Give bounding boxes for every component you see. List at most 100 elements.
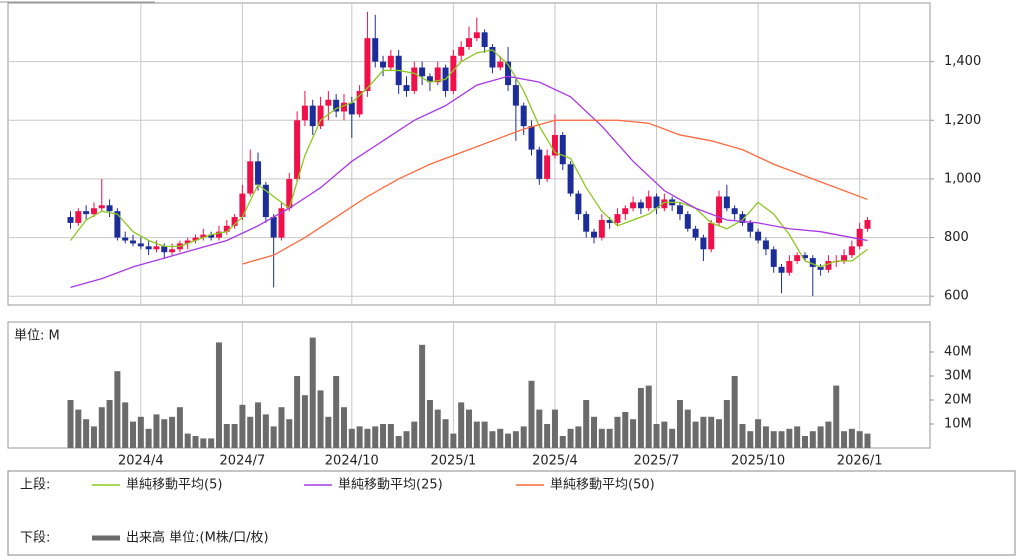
volume-bar [106, 400, 113, 448]
candle-body [700, 237, 707, 250]
y-tick-label: 10M [944, 417, 972, 432]
candle-body [466, 38, 472, 47]
y-tick-label: 600 [944, 289, 969, 304]
volume-bar [223, 424, 230, 448]
candle-body [551, 134, 558, 156]
volume-bar [90, 426, 97, 448]
candle-body [614, 214, 621, 223]
volume-bar [208, 438, 215, 448]
candle-body [387, 55, 394, 68]
legend-label: 下段: [20, 531, 50, 546]
legend-text: 単純移動平均(50) [550, 477, 655, 493]
y-tick-label: 20M [944, 393, 972, 408]
candle-body [559, 134, 566, 165]
volume-bar [692, 421, 699, 448]
volume-bar [653, 424, 660, 448]
candle-body [676, 205, 683, 215]
candle-body [231, 217, 238, 226]
volume-bar [122, 402, 129, 448]
volume-bar [520, 426, 527, 448]
candle-body [708, 222, 715, 250]
volume-bar [583, 400, 590, 448]
volume-bar [114, 371, 121, 448]
volume-bar [450, 433, 457, 448]
volume-bar [809, 431, 816, 448]
volume-bar [442, 419, 449, 448]
candle-body [106, 205, 113, 212]
candle-body [403, 85, 410, 91]
volume-bar [75, 409, 82, 448]
volume-bar [856, 431, 863, 448]
volume-bar [848, 428, 855, 448]
x-tick-label: 2025/7 [634, 454, 680, 469]
volume-bar [301, 395, 308, 448]
volume-bar [286, 419, 293, 448]
candle-body [794, 255, 801, 262]
volume-bar [786, 428, 793, 448]
candle-body [137, 243, 144, 247]
volume-bar [731, 376, 738, 448]
candle-body [755, 231, 762, 241]
volume-bar [841, 431, 848, 448]
candle-body [825, 261, 832, 270]
volume-bar [723, 400, 730, 448]
candle-body [309, 105, 316, 127]
candle-body [583, 214, 590, 232]
volume-bar [598, 428, 605, 448]
volume-bar [755, 419, 762, 448]
candle-body [411, 67, 418, 91]
candle-body [817, 266, 824, 270]
volume-bar [294, 376, 301, 448]
volume-bar [153, 414, 160, 448]
candle-body [208, 234, 215, 238]
volume-bar [215, 342, 222, 448]
moving-average-line [242, 119, 868, 265]
volume-bar [825, 421, 832, 448]
candle-body [90, 208, 97, 215]
volume-bar [262, 414, 269, 448]
volume-bar [708, 416, 715, 448]
volume-bar [536, 409, 543, 448]
candle-body [184, 240, 191, 244]
legend-box [7, 470, 1016, 556]
candle-body [419, 67, 426, 77]
volume-bar [473, 421, 480, 448]
volume-bar [669, 428, 676, 448]
candle-body [512, 85, 519, 106]
candle-body [356, 90, 363, 115]
candle-body [786, 261, 793, 273]
candle-body [497, 61, 504, 68]
candle-body [247, 161, 254, 194]
volume-bar [684, 409, 691, 448]
volume-bar [83, 419, 90, 448]
candle-body [153, 246, 160, 250]
candle-body [255, 161, 262, 185]
candle-body [348, 102, 355, 115]
volume-bar [466, 409, 472, 448]
volume-bar [364, 428, 371, 448]
candle-body [380, 61, 387, 68]
candle-body [809, 258, 816, 267]
x-tick-label: 2025/10 [731, 454, 785, 469]
moving-average-line [70, 75, 868, 289]
volume-bar [817, 426, 824, 448]
candle-body [630, 202, 637, 209]
candle-body [575, 193, 582, 215]
candle-body [864, 219, 871, 229]
candle-body [622, 208, 629, 215]
volume-bar [372, 426, 379, 448]
volume-bar [145, 428, 152, 448]
volume-bar [270, 426, 277, 448]
volume-bar [98, 407, 105, 448]
volume-bar [169, 416, 176, 448]
unit-label: 単位: M [14, 328, 60, 344]
volume-bar [551, 409, 558, 448]
candle-body [723, 196, 730, 209]
volume-bar [544, 424, 551, 448]
y-tick-label: 1,200 [944, 113, 981, 128]
volume-bar [161, 419, 168, 448]
volume-bar [762, 426, 769, 448]
volume-bar [309, 337, 316, 448]
